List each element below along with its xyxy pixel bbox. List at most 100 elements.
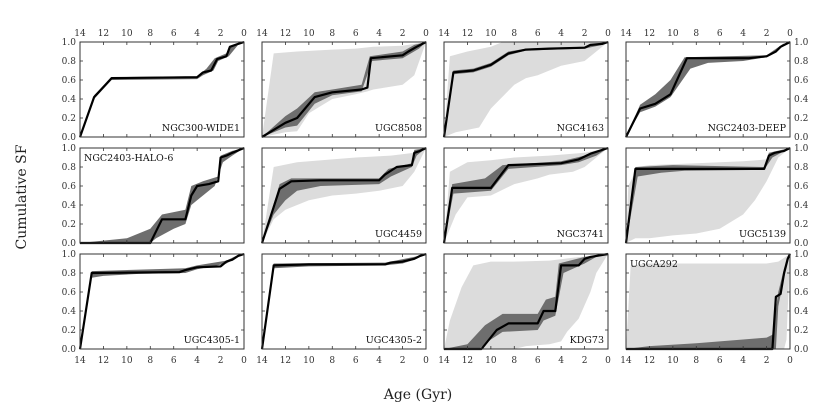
- best-fit-line: [442, 146, 609, 244]
- dark-uncertainty-band: [262, 254, 426, 349]
- y-tick-label: 1.0: [794, 144, 809, 154]
- best-fit-line: [260, 252, 427, 350]
- x-tick-label: 0: [241, 29, 247, 39]
- panel-label: UGC4305-2: [366, 335, 422, 346]
- x-tick-label: 8: [329, 356, 335, 366]
- x-tick-label: 2: [582, 356, 588, 366]
- x-tick-label: 6: [353, 356, 359, 366]
- best-fit-line: [260, 147, 427, 244]
- x-tick-label: 10: [485, 356, 497, 366]
- x-tick-label: 2: [218, 29, 224, 39]
- x-tick-label: 14: [74, 29, 86, 39]
- panel-ngc4163: 14 12 10 8 6 4 2 0 NGC4163: [438, 29, 611, 138]
- y-tick-label: 0.6: [794, 288, 809, 298]
- x-tick-label: 4: [558, 29, 564, 39]
- x-tick-label: 10: [121, 29, 133, 39]
- best-fit-line: [444, 252, 609, 351]
- x-tick-label: 10: [667, 356, 679, 366]
- x-tick-label: 0: [787, 29, 793, 39]
- x-tick-label: 2: [400, 29, 406, 39]
- x-tick-label: 12: [462, 29, 473, 39]
- panel-label: NGC4163: [557, 123, 604, 134]
- light-uncertainty-band: [444, 254, 608, 349]
- panel-frame: [625, 253, 791, 350]
- x-tick-label: 14: [438, 356, 450, 366]
- panel-ngc300-wide1: 0.0 0.2 0.4 0.6 0.8 1.014 12 10 8 6 4 2 0 NGC300-WIDE…: [62, 29, 247, 143]
- x-tick-label: 14: [256, 29, 268, 39]
- panel-ngc2403-halo-6: 0.0 0.2 0.4 0.6 0.8 1.0 NGC2403-HALO-6: [62, 144, 245, 249]
- panel-label: NGC2403-DEEP: [708, 123, 787, 134]
- panel-label: UGCA292: [630, 259, 678, 270]
- panel-label: UGC4305-1: [184, 335, 240, 346]
- dark-uncertainty-band: [80, 148, 244, 243]
- x-tick-label: 10: [485, 29, 497, 39]
- dark-uncertainty-band: [626, 148, 790, 243]
- panel-frame: [443, 41, 609, 138]
- dark-uncertainty-band: [262, 42, 426, 137]
- y-tick-label: 0.4: [62, 307, 77, 317]
- dark-uncertainty-band: [444, 148, 608, 243]
- best-fit-line: [625, 41, 791, 138]
- x-tick-label: 12: [280, 29, 291, 39]
- panel-label: NGC300-WIDE1: [162, 123, 240, 134]
- x-tick-label: 0: [241, 356, 247, 366]
- panel-ugc5139: 0.0 0.2 0.4 0.6 0.8 1.0 UGC5139: [624, 144, 809, 249]
- y-tick-label: 0.8: [62, 57, 77, 67]
- x-tick-label: 0: [423, 29, 429, 39]
- panel-frame: [625, 147, 791, 244]
- x-tick-label: 0: [423, 356, 429, 366]
- y-tick-label: 0.2: [794, 220, 808, 230]
- y-tick-label: 0.2: [62, 326, 76, 336]
- x-tick-label: 10: [667, 29, 679, 39]
- x-tick-label: 2: [400, 356, 406, 366]
- best-fit-line: [78, 252, 245, 350]
- panel-frame: [79, 147, 245, 244]
- x-tick-label: 12: [280, 356, 291, 366]
- y-tick-label: 0.0: [62, 239, 77, 249]
- x-tick-label: 2: [764, 356, 770, 366]
- y-tick-label: 1.0: [62, 38, 77, 48]
- y-tick-label: 1.0: [62, 250, 77, 260]
- y-tick-label: 0.4: [62, 95, 77, 105]
- panel-frame: [443, 253, 609, 350]
- x-tick-label: 6: [717, 356, 723, 366]
- x-tick-label: 14: [620, 29, 632, 39]
- y-tick-label: 0.6: [794, 76, 809, 86]
- x-tick-label: 8: [511, 356, 517, 366]
- x-tick-label: 4: [376, 29, 382, 39]
- x-tick-label: 8: [511, 29, 517, 39]
- panel-ngc3741: NGC3741: [442, 146, 609, 244]
- dark-uncertainty-band: [444, 254, 608, 349]
- light-uncertainty-band: [262, 148, 426, 243]
- x-tick-label: 4: [740, 29, 746, 39]
- y-tick-label: 0.8: [62, 269, 77, 279]
- panel-frame: [79, 41, 245, 138]
- x-tick-label: 6: [171, 356, 177, 366]
- best-fit-line: [624, 147, 791, 244]
- best-fit-line: [78, 40, 245, 138]
- panel-frame: [79, 253, 245, 350]
- panel-frame: [625, 41, 791, 138]
- x-tick-label: 6: [353, 29, 359, 39]
- x-tick-label: 8: [147, 29, 153, 39]
- x-tick-label: 12: [98, 29, 109, 39]
- y-tick-label: 0.4: [794, 307, 809, 317]
- x-tick-label: 8: [329, 29, 335, 39]
- panel-frame: [261, 41, 427, 138]
- light-uncertainty-band: [626, 254, 790, 349]
- x-tick-label: 4: [194, 356, 200, 366]
- y-tick-label: 0.0: [62, 345, 77, 355]
- x-tick-label: 0: [605, 356, 611, 366]
- x-tick-label: 14: [256, 356, 268, 366]
- best-fit-line: [261, 41, 427, 138]
- y-tick-label: 0.4: [62, 201, 77, 211]
- y-tick-label: 0.8: [794, 163, 809, 173]
- panel-label: NGC3741: [557, 229, 604, 240]
- x-tick-label: 4: [194, 29, 200, 39]
- y-tick-label: 0.2: [62, 114, 76, 124]
- panel-label: KDG73: [570, 335, 604, 346]
- x-tick-label: 14: [620, 356, 632, 366]
- light-uncertainty-band: [444, 148, 608, 243]
